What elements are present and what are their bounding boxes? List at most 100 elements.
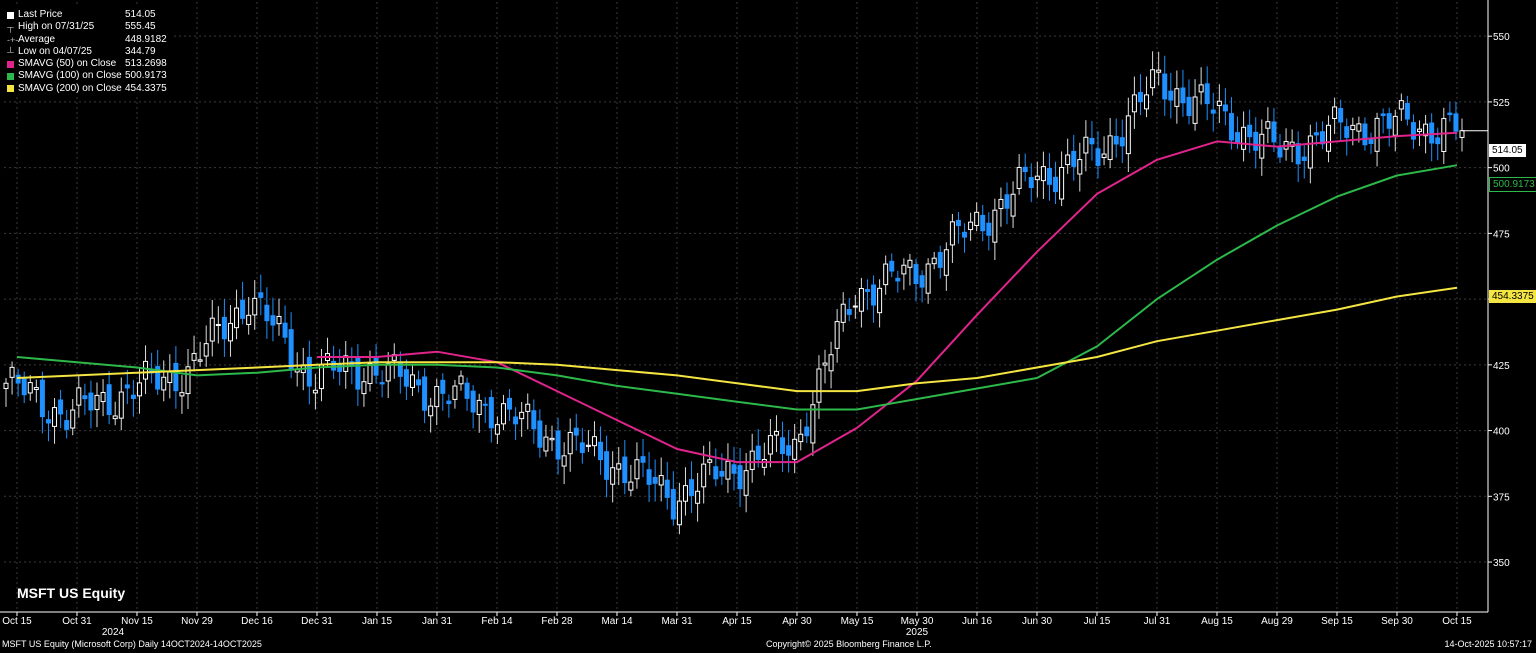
candle-down (755, 445, 761, 460)
candle-down (1022, 166, 1028, 173)
candle-up (1040, 166, 1046, 182)
candle-up (494, 424, 500, 435)
candle-down (440, 379, 446, 394)
legend-label: SMAVG (50) on Close (18, 58, 117, 70)
candle-up (1016, 166, 1022, 189)
grid-lines (4, 2, 1488, 612)
high-marker-icon: ┬ (7, 22, 14, 33)
candle-up (695, 490, 701, 504)
candle-up (409, 374, 415, 388)
candle-down (579, 442, 585, 454)
x-tick-label: Feb 14 (481, 616, 513, 627)
candle-up (707, 459, 713, 463)
candle-up (1398, 100, 1404, 110)
candle-down (640, 456, 646, 463)
x-tick-label: May 15 (841, 616, 874, 627)
candle-up (361, 381, 367, 395)
sma200-tag: 454.3375 (1489, 290, 1536, 303)
candle-down (719, 470, 725, 477)
sma100-line (16, 164, 1458, 411)
candle-down (889, 260, 895, 272)
candle-down (1053, 176, 1059, 193)
candle-down (555, 430, 561, 460)
candle-down (531, 410, 537, 430)
candle-up (476, 399, 482, 416)
candle-down (622, 456, 628, 484)
x-tick-label: Sep 30 (1381, 616, 1413, 627)
candle-up (1307, 135, 1313, 169)
candle-up (215, 324, 221, 327)
x-tick-label: Dec 16 (241, 616, 273, 627)
last-price-tag: 514.05 (1489, 144, 1526, 157)
candle-up (1034, 175, 1040, 181)
candle-down (713, 466, 719, 480)
average-marker-icon: -+- (7, 34, 19, 45)
candle-up (743, 470, 749, 496)
candle-down (1404, 103, 1410, 120)
candle-up (925, 263, 931, 294)
candle-down (537, 420, 543, 448)
candle-up (1326, 124, 1332, 152)
legend-sma50[interactable]: SMAVG (50) on Close 513.2698 (7, 58, 167, 70)
legend-label: High on 07/31/25 (18, 21, 95, 33)
legend-value: 448.9182 (125, 33, 167, 45)
candle-up (907, 259, 913, 268)
candle-up (840, 303, 846, 323)
legend-last-price[interactable]: Last Price 514.05 (7, 9, 167, 21)
candle-up (94, 394, 100, 411)
sma50-line (317, 131, 1458, 464)
candle-up (585, 444, 591, 447)
candle-up (877, 287, 883, 314)
candle-up (1125, 115, 1131, 155)
candle-down (1168, 90, 1174, 101)
candle-up (1265, 121, 1271, 129)
last-price-swatch (7, 11, 14, 19)
candle-up (3, 382, 9, 390)
footer-copyright: Copyright© 2025 Bloomberg Finance L.P. (766, 639, 932, 649)
candle-up (816, 368, 822, 403)
sma50-swatch (7, 60, 14, 68)
candle-up (276, 315, 282, 325)
candle-down (64, 420, 70, 430)
candle-down (1271, 121, 1277, 143)
x-tick-label: Jan 15 (362, 616, 392, 627)
legend-sma200[interactable]: SMAVG (200) on Close 454.3375 (7, 83, 167, 95)
candle-up (749, 450, 755, 470)
candle-up (543, 436, 549, 452)
candle-down (155, 366, 161, 390)
legend-label: SMAVG (200) on Close (18, 82, 122, 94)
candle-down (488, 397, 494, 429)
x-tick-label: Aug 29 (1261, 616, 1293, 627)
y-tick-label: 525 (1493, 98, 1510, 109)
candle-down (240, 299, 246, 319)
candle-down (482, 403, 488, 406)
candle-up (1198, 84, 1204, 93)
x-tick-label: Jan 31 (422, 616, 452, 627)
candle-down (652, 476, 658, 484)
legend-value: 513.2698 (125, 58, 167, 70)
candle-up (1374, 117, 1380, 152)
candle-down (464, 382, 470, 399)
candle-down (689, 479, 695, 496)
candle-up (1350, 124, 1356, 131)
candle-down (470, 390, 476, 413)
candle-up (931, 257, 937, 265)
legend-label: Last Price (18, 9, 63, 20)
candle-up (52, 407, 58, 427)
legend-sma100[interactable]: SMAVG (100) on Close 500.9173 (7, 70, 167, 82)
candle-down (58, 399, 64, 415)
candle-down (337, 363, 343, 372)
candle-up (1131, 94, 1137, 113)
candle-down (980, 214, 986, 232)
candle-down (507, 397, 513, 410)
candle-down (106, 384, 112, 415)
candle-down (955, 219, 961, 227)
candle-down (1253, 131, 1259, 151)
candle-down (45, 419, 51, 424)
legend-value: 344.79 (125, 45, 156, 57)
candle-down (21, 377, 27, 396)
candle-down (82, 395, 88, 400)
candle-up (1083, 136, 1089, 154)
candle-up (701, 463, 707, 488)
candle-down (1089, 137, 1095, 145)
